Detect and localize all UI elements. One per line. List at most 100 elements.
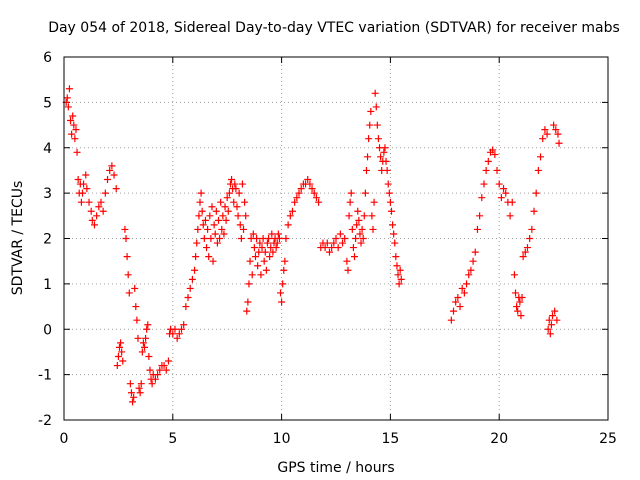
data-point bbox=[200, 235, 208, 242]
y-tick-label: 3 bbox=[43, 186, 52, 202]
data-point bbox=[208, 203, 216, 211]
data-point bbox=[249, 230, 257, 238]
data-point bbox=[506, 212, 514, 220]
data-point bbox=[193, 239, 201, 247]
data-point bbox=[344, 266, 352, 274]
data-point bbox=[528, 225, 536, 233]
data-point bbox=[129, 398, 137, 406]
data-point bbox=[148, 380, 156, 388]
data-point bbox=[366, 121, 374, 129]
data-point bbox=[138, 348, 146, 356]
data-point bbox=[222, 216, 230, 224]
data-point bbox=[357, 239, 365, 247]
data-point bbox=[367, 107, 375, 115]
data-point bbox=[268, 230, 276, 238]
data-point bbox=[512, 289, 520, 297]
data-point bbox=[93, 212, 101, 220]
data-point bbox=[164, 357, 172, 365]
data-point bbox=[374, 135, 382, 143]
data-point bbox=[395, 280, 403, 288]
data-point bbox=[237, 235, 245, 242]
data-point bbox=[191, 266, 199, 274]
data-point bbox=[328, 244, 336, 252]
data-point bbox=[68, 130, 76, 138]
data-point bbox=[119, 357, 127, 365]
data-point bbox=[549, 312, 557, 320]
x-axis-label: GPS time / hours bbox=[277, 460, 394, 476]
data-point bbox=[114, 352, 122, 360]
data-point bbox=[390, 230, 398, 238]
data-point bbox=[456, 303, 464, 311]
data-point bbox=[196, 198, 204, 206]
data-point bbox=[82, 171, 90, 179]
data-point bbox=[101, 189, 109, 197]
data-point bbox=[265, 235, 273, 242]
data-point bbox=[341, 235, 349, 242]
y-tick-label: 1 bbox=[43, 277, 52, 293]
data-point bbox=[387, 207, 395, 215]
data-point bbox=[397, 275, 405, 283]
data-point bbox=[250, 244, 258, 252]
data-point bbox=[526, 235, 534, 242]
data-point bbox=[154, 371, 162, 379]
data-point bbox=[87, 207, 95, 215]
data-point bbox=[106, 166, 114, 174]
data-point bbox=[396, 266, 404, 274]
data-point bbox=[497, 194, 505, 202]
data-point bbox=[206, 212, 214, 220]
x-tick-label: 20 bbox=[490, 431, 508, 447]
data-point bbox=[124, 271, 132, 279]
data-point bbox=[126, 380, 134, 388]
data-point bbox=[356, 230, 364, 238]
data-point bbox=[122, 235, 130, 242]
data-point bbox=[523, 244, 531, 252]
data-point bbox=[517, 312, 525, 320]
data-point bbox=[256, 239, 264, 247]
data-point bbox=[384, 180, 392, 188]
data-point bbox=[347, 189, 355, 197]
data-point bbox=[253, 235, 261, 242]
data-point bbox=[269, 248, 277, 256]
data-point bbox=[537, 153, 545, 161]
data-point bbox=[242, 212, 250, 220]
data-point bbox=[288, 207, 296, 215]
y-tick-label: 0 bbox=[43, 322, 52, 338]
data-point bbox=[251, 253, 259, 261]
data-point bbox=[544, 325, 552, 333]
data-point bbox=[370, 198, 378, 206]
data-point bbox=[130, 393, 138, 401]
data-point bbox=[213, 239, 221, 247]
data-point bbox=[360, 212, 368, 220]
data-point bbox=[64, 103, 72, 111]
y-tick-labels: -2 -1 0 1 2 3 4 5 6 bbox=[38, 50, 52, 429]
data-point bbox=[447, 316, 455, 324]
data-point bbox=[198, 207, 206, 215]
data-point bbox=[70, 121, 78, 129]
data-point bbox=[219, 212, 227, 220]
data-point bbox=[192, 253, 200, 261]
data-point bbox=[127, 389, 135, 397]
data-point bbox=[217, 198, 225, 206]
data-point bbox=[389, 221, 397, 229]
data-point bbox=[240, 225, 248, 233]
data-point bbox=[133, 316, 141, 324]
data-point bbox=[272, 244, 280, 252]
data-points bbox=[62, 85, 563, 406]
data-point bbox=[552, 126, 560, 134]
data-point bbox=[306, 180, 314, 188]
data-point bbox=[85, 198, 93, 206]
chart-title: Day 054 of 2018, Sidereal Day-to-day VTE… bbox=[48, 20, 620, 36]
data-point bbox=[199, 221, 207, 229]
data-point bbox=[297, 185, 305, 193]
data-point bbox=[277, 289, 285, 297]
data-point bbox=[343, 257, 351, 265]
data-point bbox=[555, 139, 563, 147]
y-tick-label: 5 bbox=[43, 95, 52, 111]
data-point bbox=[478, 194, 486, 202]
data-point bbox=[83, 185, 91, 193]
data-point bbox=[231, 180, 239, 188]
data-point bbox=[539, 135, 547, 143]
data-point bbox=[236, 221, 244, 229]
data-point bbox=[230, 198, 238, 206]
data-point bbox=[151, 375, 159, 383]
